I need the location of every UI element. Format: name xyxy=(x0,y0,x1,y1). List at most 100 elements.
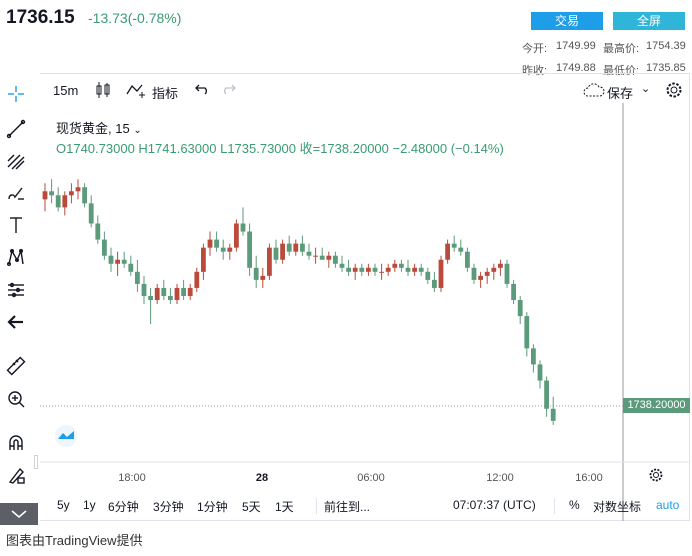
symbol-chevron-icon[interactable]: ⌄ xyxy=(133,125,142,136)
range-button[interactable]: 3分钟 xyxy=(153,500,184,514)
candle xyxy=(471,263,477,284)
ruler-icon[interactable] xyxy=(4,354,28,378)
symbol-legend[interactable]: 现货黄金, 15 ⌄ xyxy=(56,118,142,137)
utc-clock[interactable]: 07:07:37 (UTC) xyxy=(453,498,536,512)
indicators-button[interactable]: 指标 xyxy=(152,86,179,101)
log-scale-toggle[interactable]: 对数坐标 xyxy=(593,500,642,514)
undo-icon[interactable] xyxy=(195,83,211,97)
candle xyxy=(174,283,180,305)
candle-body xyxy=(234,223,239,248)
range-button[interactable]: 1天 xyxy=(275,500,294,514)
candle-body xyxy=(207,239,213,248)
interval-button[interactable]: 15m xyxy=(53,83,79,98)
candle-style-icon[interactable] xyxy=(95,80,111,100)
candle-body xyxy=(141,283,147,296)
candle xyxy=(517,295,523,325)
candle xyxy=(333,251,338,268)
zoom-in-icon[interactable] xyxy=(4,387,28,411)
save-button[interactable]: 保存 xyxy=(607,86,634,101)
candle xyxy=(372,263,378,276)
candle-body xyxy=(372,267,378,272)
candle xyxy=(108,247,114,272)
candle-body xyxy=(524,316,530,349)
candle-body xyxy=(451,243,457,248)
candle-body xyxy=(220,247,226,252)
range-button[interactable]: 6分钟 xyxy=(108,500,139,514)
percent-toggle[interactable]: % xyxy=(569,498,580,512)
candlestick-chart[interactable] xyxy=(40,73,690,521)
prev-close-value: 1749.88 xyxy=(556,62,596,74)
scroll-down-button[interactable] xyxy=(0,503,38,525)
tradingview-logo-icon[interactable] xyxy=(52,424,80,448)
chart-frame xyxy=(40,73,690,521)
candle xyxy=(201,243,206,280)
ohlc-legend: O1740.73000 H1741.63000 L1735.73000 收=17… xyxy=(56,141,504,156)
candle xyxy=(326,251,332,268)
candle xyxy=(465,247,470,272)
magnet-icon[interactable] xyxy=(4,431,28,455)
pattern-icon[interactable] xyxy=(4,245,28,269)
candle xyxy=(273,239,279,264)
toolbar-collapse-handle[interactable] xyxy=(34,455,38,469)
candle xyxy=(359,263,365,276)
candle-body xyxy=(385,267,391,272)
candle xyxy=(253,255,259,288)
candle xyxy=(385,263,391,276)
candle-body xyxy=(333,255,338,264)
auto-scale-toggle[interactable]: auto xyxy=(656,498,680,512)
goto-date-button[interactable]: 前往到... xyxy=(324,500,371,514)
divider xyxy=(316,498,317,514)
indicators-icon[interactable] xyxy=(126,82,148,98)
range-button[interactable]: 5天 xyxy=(242,500,261,514)
candle xyxy=(280,239,285,264)
trend-line-icon[interactable] xyxy=(4,117,28,141)
candle-body xyxy=(352,267,358,272)
crosshair-icon[interactable] xyxy=(4,82,28,106)
candle-body xyxy=(405,267,411,272)
fullscreen-button[interactable]: 全屏 xyxy=(613,12,685,30)
candle xyxy=(339,255,345,272)
candle xyxy=(405,259,411,276)
brush-icon[interactable] xyxy=(4,181,28,205)
settings-gear-icon[interactable] xyxy=(665,81,683,99)
candle-body xyxy=(128,263,134,272)
candle xyxy=(484,267,490,284)
candle-body xyxy=(379,271,384,273)
candle-body xyxy=(49,191,54,196)
candle-body xyxy=(293,243,299,252)
candle-body xyxy=(465,251,470,268)
back-arrow-icon[interactable] xyxy=(4,310,28,334)
time-axis-settings-icon[interactable] xyxy=(648,467,664,483)
low-value: 1735.85 xyxy=(646,62,686,74)
trade-button[interactable]: 交易 xyxy=(531,12,603,30)
save-chevron-icon[interactable]: ⌄ xyxy=(641,83,651,95)
candle xyxy=(62,191,68,216)
credit-text: 图表由TradingView提供 xyxy=(6,533,143,548)
measure-icon[interactable] xyxy=(4,278,28,302)
fib-tool-icon[interactable] xyxy=(4,149,28,173)
candle-body xyxy=(517,300,523,317)
range-button[interactable]: 1y xyxy=(83,498,96,512)
candle-body xyxy=(432,279,437,288)
text-tool-icon[interactable] xyxy=(4,213,28,237)
time-tick-label: 28 xyxy=(255,472,269,484)
lock-drawing-icon[interactable] xyxy=(4,463,28,487)
candle-body xyxy=(201,247,206,272)
range-button[interactable]: 5y xyxy=(57,498,70,512)
candle-body xyxy=(550,408,556,421)
candle-body xyxy=(194,271,200,288)
candle xyxy=(135,259,140,292)
candle xyxy=(306,243,312,260)
redo-icon xyxy=(220,83,236,97)
candle-body xyxy=(181,287,186,296)
cloud-icon[interactable] xyxy=(583,82,605,98)
high-value: 1754.39 xyxy=(646,40,686,52)
candle-body xyxy=(273,247,279,260)
candle-body xyxy=(366,267,371,272)
range-button[interactable]: 1分钟 xyxy=(197,500,228,514)
candle xyxy=(531,344,536,373)
candle xyxy=(55,187,61,212)
candle-body xyxy=(95,223,101,240)
candle xyxy=(458,239,464,256)
